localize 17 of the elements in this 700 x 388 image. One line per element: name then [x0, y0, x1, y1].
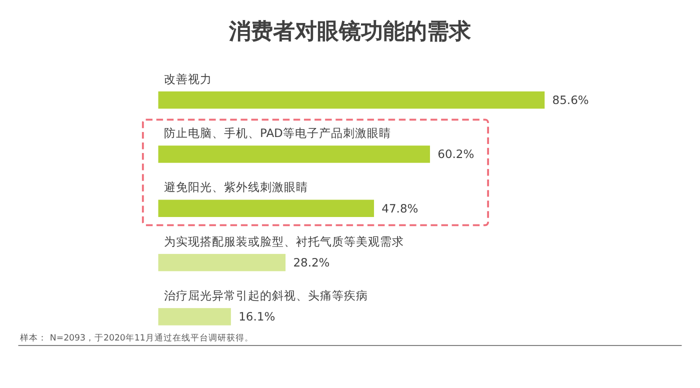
y-tick-label: 防止电脑、手机、PAD等电子产品刺激眼睛 — [164, 126, 391, 140]
bar — [158, 254, 286, 272]
data-label: 85.6% — [552, 93, 589, 108]
data-label: 47.8% — [382, 201, 418, 216]
bar — [158, 200, 374, 218]
text: 样本： N=2093，于2020年11月通过在线平台调研获得。 — [20, 332, 254, 344]
y-tick-label: 治疗屈光异常引起的斜视、头痛等疾病 — [164, 288, 368, 302]
y-tick-label: 避免阳光、紫外线刺激眼睛 — [164, 180, 308, 194]
data-label: 28.2% — [293, 256, 330, 270]
data-label: 16.1% — [238, 310, 276, 324]
chart-title: 消费者对眼镜功能的需求 — [228, 20, 472, 45]
bar — [158, 91, 545, 109]
bar — [158, 308, 231, 326]
y-tick-label: 为实现搭配服装或脸型、衬托气质等美观需求 — [164, 234, 404, 248]
y-tick-label: 改善视力 — [164, 72, 212, 86]
data-label: 60.2% — [438, 147, 474, 162]
bar — [158, 146, 430, 163]
